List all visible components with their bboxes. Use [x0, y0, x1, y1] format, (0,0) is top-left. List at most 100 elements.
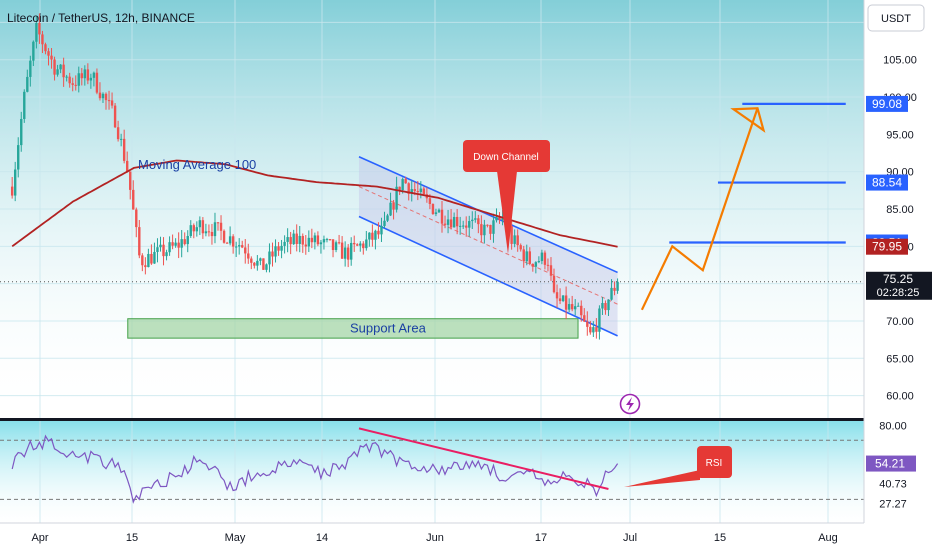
- candle-body: [17, 145, 20, 170]
- candle-body: [295, 233, 298, 244]
- candle-body: [610, 287, 613, 300]
- candle-body: [280, 245, 283, 251]
- candle-body: [474, 218, 477, 220]
- candle-body: [183, 239, 186, 245]
- candle-body: [440, 209, 444, 224]
- moving-average-label: Moving Average 100: [138, 157, 256, 172]
- candle-body: [513, 235, 516, 244]
- time-tick-label: Aug: [818, 532, 838, 544]
- candle-body: [259, 258, 262, 261]
- candle-body: [570, 304, 574, 310]
- candle-body: [322, 239, 326, 243]
- candle-body: [573, 306, 577, 310]
- candle-body: [343, 247, 347, 259]
- candle-body: [434, 212, 438, 215]
- candle-body: [346, 247, 350, 260]
- candle-body: [540, 252, 544, 262]
- candle-body: [371, 232, 374, 240]
- candle-body: [265, 264, 268, 270]
- moving-average-line: [11, 159, 618, 248]
- forecast-arrow-head: [730, 107, 766, 133]
- candle-body: [461, 225, 465, 227]
- candle-body: [13, 169, 17, 196]
- candle-body: [431, 203, 435, 215]
- candle-body: [407, 183, 410, 194]
- candle-body: [156, 247, 159, 252]
- candle-body: [26, 76, 29, 92]
- candle-body: [365, 239, 368, 249]
- rsi-value-tag-bg: [866, 455, 916, 472]
- candle-body: [516, 235, 519, 246]
- candle-body: [180, 239, 183, 248]
- price-axis-tag-text: 79.95: [872, 240, 902, 254]
- candle-body: [416, 191, 419, 193]
- candle-body: [150, 253, 153, 264]
- price-axis-tag: [866, 174, 908, 191]
- rsi-callout-pointer: [624, 470, 700, 487]
- candle-body: [519, 245, 522, 250]
- price-tick-label: 65.00: [886, 353, 914, 365]
- candle-body: [492, 220, 495, 234]
- time-tick-label: 15: [714, 532, 726, 544]
- candle-body: [213, 222, 217, 237]
- candle-body: [383, 220, 386, 226]
- candle-body: [316, 235, 320, 245]
- symbol-title: Litecoin / TetherUS, 12h, BINANCE: [7, 11, 195, 25]
- candle-body: [253, 262, 256, 266]
- candle-body: [271, 251, 274, 257]
- candle-body: [210, 231, 214, 237]
- candle-body: [555, 292, 559, 299]
- candle-body: [189, 225, 192, 236]
- down-channel-lower-line: [358, 215, 618, 337]
- currency-button[interactable]: USDT: [867, 4, 925, 32]
- price-tick-label: 95.00: [886, 129, 914, 141]
- last-price-value: 75.25: [883, 272, 913, 286]
- candle-body: [353, 242, 356, 245]
- candle-body: [101, 93, 105, 99]
- candle-body: [38, 22, 41, 35]
- candle-body: [398, 186, 401, 191]
- candle-body: [331, 239, 335, 250]
- candle-body: [525, 251, 528, 262]
- candle-body: [325, 239, 329, 241]
- candle-body: [268, 251, 271, 265]
- candle-body: [195, 227, 199, 232]
- candle-body: [340, 242, 344, 259]
- price-axis-tag: [866, 238, 908, 255]
- time-tick-label: Apr: [31, 532, 48, 544]
- candle-body: [141, 255, 144, 266]
- candle-body: [171, 242, 174, 246]
- candle-body: [604, 303, 607, 311]
- candle-body: [10, 186, 14, 196]
- candle-body: [301, 235, 304, 245]
- candle-body: [35, 22, 38, 42]
- candle-body: [334, 242, 338, 250]
- candle-body: [174, 242, 177, 246]
- candle-body: [595, 327, 598, 332]
- candle-body: [422, 188, 426, 195]
- candle-body: [465, 225, 468, 228]
- candle-body: [41, 34, 44, 45]
- level-lines: [669, 102, 846, 244]
- down-channel-callout-text: Down Channel: [473, 152, 539, 163]
- candle-body: [95, 72, 99, 93]
- candle-body: [135, 209, 138, 228]
- currency-button-label[interactable]: USDT: [881, 13, 911, 25]
- price-axis-tag-text: 99.08: [872, 97, 902, 111]
- candle-body: [319, 242, 323, 245]
- candle-body: [65, 76, 68, 78]
- candle-body: [20, 118, 23, 146]
- candle-body: [277, 246, 280, 251]
- pane-separator[interactable]: [0, 418, 864, 421]
- lightning-icon[interactable]: [619, 393, 641, 415]
- candle-body: [567, 304, 571, 310]
- candle-body: [558, 298, 562, 302]
- candle-body: [356, 244, 359, 246]
- down-channel-mid-line: [358, 186, 618, 305]
- currency-button-bg[interactable]: [867, 4, 925, 32]
- time-axis-panel[interactable]: [0, 523, 932, 550]
- candle-body: [392, 202, 395, 210]
- candle-body: [241, 245, 244, 248]
- candle-body: [362, 243, 365, 249]
- rsi-line: [11, 434, 619, 504]
